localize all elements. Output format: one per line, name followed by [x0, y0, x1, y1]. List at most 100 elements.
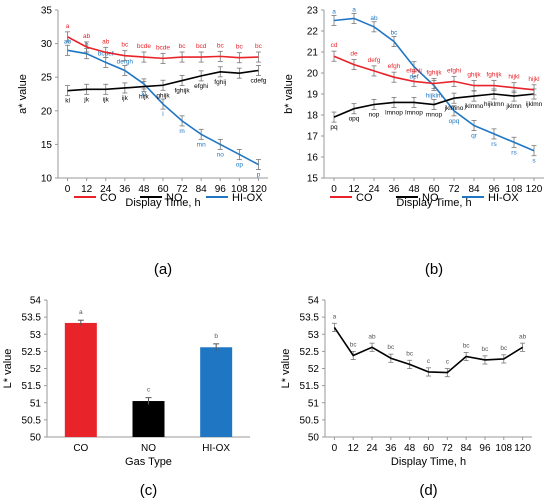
panel-a-x-tick-label: 36: [119, 184, 131, 195]
panel-d-y-tick-label: 52.5: [300, 347, 320, 358]
panel-a-label: (a): [154, 261, 172, 278]
panel-a-significance-label: kl: [142, 91, 147, 98]
panel-a-x-tick-label: 48: [138, 184, 150, 195]
panel-b-x-tick-label: 0: [331, 184, 337, 195]
panel-b-significance-label: fghijk: [486, 72, 502, 79]
panel-b-x-tick-label: 36: [388, 184, 400, 195]
panel-b-y-tick-label: 22: [307, 27, 319, 38]
panel-b-series-line-no: [333, 93, 535, 118]
panel-a-significance-label: ghijk: [156, 92, 170, 99]
panel-c-y-tick-label: 50: [30, 433, 42, 444]
panel-c-significance-label: a: [79, 309, 83, 316]
panel-b-significance-label: hijklm: [426, 93, 443, 100]
panel-b-legend-label: NO: [422, 192, 439, 204]
panel-a-significance-label: m: [179, 128, 184, 135]
panel-d-x-tick-label: 60: [423, 443, 435, 454]
panel-a-significance-label: bcde: [156, 44, 170, 51]
panel-b-legend-label: CO: [356, 192, 373, 204]
panel-a-significance-label: hijk: [139, 94, 150, 101]
panel-a-significance-label: bc: [217, 42, 225, 49]
panel-a-y-tick-label: 35: [41, 6, 53, 17]
panel-b-significance-label: a: [332, 9, 336, 16]
panel-d-significance-label: bc: [500, 345, 508, 352]
panel-c-x-axis-label: Gas Type: [125, 456, 172, 468]
panel-a-significance-label: cdefg: [251, 77, 267, 84]
panel-c-y-tick-label: 50.5: [22, 415, 42, 426]
panel-b-legend-label: HI-OX: [488, 192, 519, 204]
panel-a-significance-label: bc: [121, 42, 129, 49]
panel-c-x-tick-label: CO: [73, 443, 88, 454]
panel-c-bar: [64, 322, 97, 437]
panel-a-significance-label: ab: [102, 38, 110, 45]
panel-d-significance-label: bc: [406, 350, 414, 357]
panel-b-significance-label: mnop: [426, 112, 443, 119]
panel-c-y-tick-label: 51: [30, 398, 42, 409]
panel-c-y-tick-label: 53.5: [22, 313, 42, 324]
panel-b-x-tick-label: 120: [526, 184, 543, 195]
panel-d-x-tick-label: 0: [332, 443, 338, 454]
panel-d-y-tick-label: 50.5: [300, 415, 320, 426]
panel-b-y-axis-label: b* value: [283, 74, 295, 114]
panel-c-x-tick-label: NO: [141, 443, 156, 454]
panel-c-bar: [200, 347, 233, 437]
panel-a-x-tick-label: 60: [157, 184, 169, 195]
panel-a-significance-label: l: [162, 111, 164, 118]
panel-d-x-axis-label: Display Time, h: [391, 456, 466, 468]
panel-b-significance-label: pq: [330, 124, 338, 131]
panel-a-series-line-hi-ox: [67, 49, 259, 166]
panel-b-significance-label: hijklmn: [484, 101, 505, 108]
panel-a-significance-label: a: [66, 23, 70, 30]
panel-c-y-tick-label: 52: [30, 364, 42, 375]
panel-c-bar: [132, 401, 165, 437]
panel-a-legend-label: CO: [100, 192, 117, 204]
panel-d-x-tick-label: 96: [479, 443, 491, 454]
panel-a-significance-label: no: [217, 151, 225, 158]
panel-a-significance-label: ijk: [122, 95, 129, 102]
panel-a-y-tick-label: 25: [41, 73, 53, 84]
panel-b-significance-label: ab: [370, 15, 378, 22]
panel-d-y-axis-label: L* value: [280, 349, 292, 389]
panel-b-y-tick-label: 19: [307, 90, 319, 101]
panel-b-significance-label: rs: [511, 149, 517, 156]
panel-a-significance-label: bcde: [137, 43, 151, 50]
panel-b-y-tick-label: 20: [307, 69, 319, 80]
panel-d-y-tick-label: 54: [308, 296, 320, 307]
panel-a-significance-label: fghijk: [174, 88, 190, 95]
panel-b-y-tick-label: 15: [307, 174, 319, 185]
panel-b-significance-label: efgh: [388, 63, 401, 70]
panel-d-significance-label: c: [446, 359, 450, 366]
panel-a-x-axis-label: Display Time, h: [125, 197, 200, 209]
panel-a-significance-label: efghi: [194, 83, 208, 90]
panel-b-x-tick-label: 84: [468, 184, 480, 195]
panel-d-y-tick-label: 51.5: [300, 381, 320, 392]
panel-d-significance-label: a: [333, 313, 337, 320]
panel-b-y-tick-label: 17: [307, 132, 319, 143]
panel-b-significance-label: opq: [449, 118, 460, 125]
panel-b-significance-label: hijkl: [528, 76, 540, 83]
panel-d-label: (d): [419, 482, 437, 499]
panel-b-significance-label: ghijk: [467, 72, 481, 79]
panel-d-x-tick-label: 36: [385, 443, 397, 454]
panel-b-significance-label: jklmno: [444, 105, 464, 112]
panel-c-y-axis-label: L* value: [2, 349, 14, 389]
panel-a-significance-label: bc: [179, 43, 187, 50]
panel-b-significance-label: bc: [391, 30, 399, 37]
panel-d-y-tick-label: 51: [308, 398, 320, 409]
panel-a-significance-label: ijk: [103, 96, 110, 103]
panel-a-significance-label: kl: [65, 98, 70, 105]
panel-a-significance-label: defgh: [117, 58, 134, 65]
panel-b-significance-label: defg: [368, 57, 381, 64]
panel-d-x-tick-label: 120: [514, 443, 531, 454]
panel-c-significance-label: b: [214, 333, 218, 340]
panel-b-significance-label: fghijk: [426, 70, 442, 77]
panel-b-y-tick-label: 23: [307, 6, 319, 17]
panel-d-y-tick-label: 52: [308, 364, 320, 375]
panel-b-significance-label: efghij: [406, 67, 422, 74]
panel-b-y-tick-label: 21: [307, 48, 319, 59]
panel-d-x-tick-label: 108: [495, 443, 512, 454]
panel-a-significance-label: jk: [83, 96, 89, 103]
panel-b-significance-label: opq: [349, 116, 360, 123]
panel-a-significance-label: bc: [255, 43, 263, 50]
